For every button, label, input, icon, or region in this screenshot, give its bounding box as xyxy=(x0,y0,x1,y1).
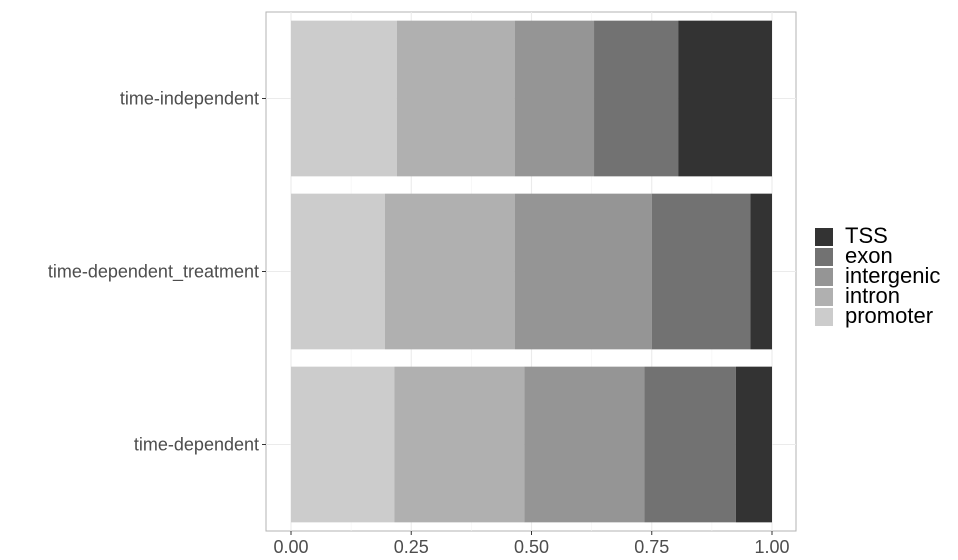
bar-segment-exon-time-dependent_treatment xyxy=(651,193,751,350)
x-tick-label: 1.00 xyxy=(754,537,789,557)
bar-segment-TSS-time-dependent_treatment xyxy=(750,193,772,350)
bar-segment-promoter-time-dependent_treatment xyxy=(291,193,385,350)
x-tick-label: 0.75 xyxy=(634,537,669,557)
bar-segment-intergenic-time-independent xyxy=(514,20,595,177)
y-axis: time-independent time-dependent_treatment… xyxy=(48,89,266,455)
y-tick-label: time-dependent_treatment xyxy=(48,262,259,283)
legend-label-TSS: TSS xyxy=(845,223,888,248)
bar-segment-intron-time-dependent xyxy=(394,366,525,523)
bar-segment-promoter-time-independent xyxy=(291,20,397,177)
bar-segment-intergenic-time-dependent_treatment xyxy=(514,193,652,350)
legend-key-intron xyxy=(815,288,833,306)
legend-key-intergenic xyxy=(815,268,833,286)
bar-segment-TSS-time-dependent xyxy=(735,366,772,523)
y-tick-label: time-dependent xyxy=(134,435,259,455)
legend-label-intergenic: intergenic xyxy=(845,263,940,288)
x-tick-label: 0.50 xyxy=(514,537,549,557)
legend-label-intron: intron xyxy=(845,283,900,308)
bars-group xyxy=(291,20,772,523)
bar-segment-TSS-time-independent xyxy=(678,20,772,177)
x-tick-label: 0.00 xyxy=(273,537,308,557)
x-tick-label: 0.25 xyxy=(394,537,429,557)
legend-key-TSS xyxy=(815,228,833,246)
legend-label-exon: exon xyxy=(845,243,893,268)
bar-segment-intron-time-dependent_treatment xyxy=(384,193,515,350)
bar-segment-intergenic-time-dependent xyxy=(524,366,645,523)
legend-key-promoter xyxy=(815,308,833,326)
bar-segment-intron-time-independent xyxy=(396,20,515,177)
x-axis: 0.00 0.25 0.50 0.75 1.00 xyxy=(273,531,790,557)
bar-segment-exon-time-independent xyxy=(594,20,679,177)
bar-segment-promoter-time-dependent xyxy=(291,366,395,523)
bar-segment-exon-time-dependent xyxy=(644,366,736,523)
y-tick-label: time-independent xyxy=(120,89,259,109)
legend-key-exon xyxy=(815,248,833,266)
legend-label-promoter: promoter xyxy=(845,303,933,328)
